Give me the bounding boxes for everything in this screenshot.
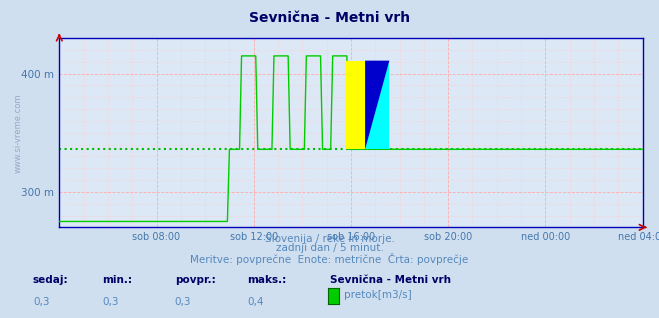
Text: Sevnična - Metni vrh: Sevnična - Metni vrh [330,275,451,285]
Text: povpr.:: povpr.: [175,275,215,285]
Text: maks.:: maks.: [247,275,287,285]
Text: Slovenija / reke in morje.: Slovenija / reke in morje. [264,234,395,244]
Polygon shape [365,61,389,149]
Text: 0,3: 0,3 [102,297,119,307]
Bar [345,61,365,149]
Polygon shape [365,61,389,149]
Text: zadnji dan / 5 minut.: zadnji dan / 5 minut. [275,243,384,253]
Text: www.si-vreme.com: www.si-vreme.com [14,93,23,172]
Text: min.:: min.: [102,275,132,285]
Text: Sevnična - Metni vrh: Sevnična - Metni vrh [249,11,410,25]
Text: Meritve: povprečne  Enote: metrične  Črta: povprečje: Meritve: povprečne Enote: metrične Črta:… [190,253,469,265]
Text: 0,3: 0,3 [175,297,191,307]
Text: sedaj:: sedaj: [33,275,69,285]
Text: 0,3: 0,3 [33,297,49,307]
Text: pretok[m3/s]: pretok[m3/s] [344,290,412,300]
Text: 0,4: 0,4 [247,297,264,307]
